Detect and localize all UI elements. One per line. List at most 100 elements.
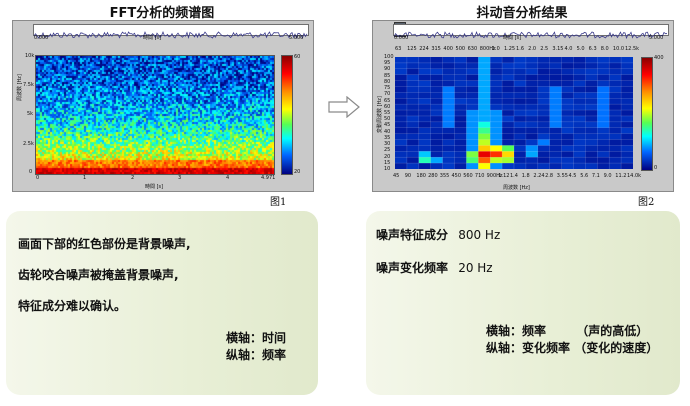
heatmap-cell	[537, 157, 550, 164]
heatmap-cell	[514, 127, 527, 134]
heatmap-cell	[454, 121, 467, 128]
heatmap-cell	[549, 86, 562, 93]
heatmap-cell	[466, 157, 479, 164]
heatmap-cell	[561, 145, 574, 152]
tick-label: 10	[384, 166, 391, 172]
heatmap-cell	[561, 139, 574, 146]
tick-label: 95	[384, 60, 391, 67]
note-line-2: 齿轮咬合噪声被掩盖背景噪声,	[18, 268, 179, 282]
heatmap-cell	[597, 127, 610, 134]
tick-label: 35	[384, 134, 391, 141]
heatmap-cell	[609, 145, 622, 152]
tick-label: 9.0	[603, 173, 612, 179]
heatmap-cell	[597, 110, 610, 117]
tick-label: 40	[384, 128, 391, 135]
heatmap-cell	[597, 62, 610, 69]
heatmap-cell	[395, 86, 408, 93]
tick-label: 8.0	[600, 46, 609, 52]
feature-component-value: 800 Hz	[458, 228, 501, 242]
tick-label: 4.5	[568, 173, 577, 179]
heatmap-cell	[502, 104, 515, 111]
heatmap-cell	[478, 115, 491, 123]
tick-label: 3.15	[552, 46, 564, 52]
heatmap-cell	[442, 115, 455, 123]
heatmap-cell	[609, 57, 622, 64]
heatmap-cell	[454, 139, 467, 146]
heatmap-cell	[418, 139, 431, 146]
x-tick-3: 3	[178, 175, 182, 181]
heatmap-cell	[406, 92, 419, 99]
heatmap-cell	[454, 163, 467, 169]
y-tick-5k: 5k	[27, 111, 34, 117]
heatmap-cell	[490, 62, 503, 69]
heatmap-cell	[525, 110, 538, 117]
heatmap-cell	[395, 145, 408, 152]
heatmap-cell	[597, 115, 610, 123]
tick-label: 85	[384, 72, 391, 79]
heatmap-cell	[466, 151, 479, 158]
heatmap-cell	[549, 139, 562, 146]
heatmap-cell	[490, 157, 503, 164]
heatmap-cell	[537, 68, 550, 75]
tick-label: 2.8	[545, 173, 554, 179]
heatmap-cell	[466, 110, 479, 117]
heatmap-cell	[395, 62, 408, 69]
tick-label: 12.5k	[625, 46, 640, 52]
heatmap-cell	[621, 86, 633, 93]
heatmap-cell	[525, 115, 538, 123]
heatmap-cell	[561, 57, 574, 64]
heatmap-cell	[585, 68, 598, 75]
heatmap-cell	[502, 74, 515, 81]
heatmap-cell	[490, 86, 503, 93]
heatmap-cell	[502, 121, 515, 128]
heatmap-cell	[549, 62, 562, 69]
heatmap-cell	[514, 57, 527, 64]
heatmap-cell	[442, 145, 455, 152]
heatmap-cell	[395, 74, 408, 81]
heatmap-cell	[466, 68, 479, 75]
heatmap-cell	[514, 163, 527, 169]
heatmap-cell	[537, 57, 550, 64]
heatmap-cell	[418, 145, 431, 152]
wave-time-start-2: 0.000	[394, 35, 409, 41]
heatmap-cell	[573, 98, 586, 105]
heatmap-cell	[597, 92, 610, 99]
heatmap-cell	[406, 121, 419, 128]
heatmap-cell	[561, 121, 574, 128]
heatmap-cell	[525, 98, 538, 105]
heatmap-cell	[454, 98, 467, 105]
heatmap-cell	[490, 151, 503, 158]
heatmap-cell	[478, 145, 491, 152]
heatmap-cell	[442, 74, 455, 81]
heatmap-cell	[478, 133, 491, 140]
heatmap-cell	[466, 86, 479, 93]
heatmap-cell	[430, 104, 443, 111]
heatmap-cell	[537, 80, 550, 87]
heatmap-cell	[585, 86, 598, 93]
heatmap-cell	[514, 151, 527, 158]
heatmap-cell	[573, 127, 586, 134]
tick-label: 30	[384, 141, 391, 148]
heatmap-cell	[502, 57, 515, 64]
heatmap-cell	[430, 68, 443, 75]
heatmap-cell	[478, 98, 491, 105]
heatmap-cell	[478, 163, 491, 169]
heatmap-cell	[597, 98, 610, 105]
heatmap-cell	[525, 145, 538, 152]
heatmap-cell	[430, 127, 443, 134]
heatmap-cell	[478, 57, 491, 64]
heatmap-cell	[561, 86, 574, 93]
tick-label: 355	[439, 173, 450, 179]
heatmap-cell	[466, 92, 479, 99]
heatmap-cell	[561, 157, 574, 164]
heatmap-cell	[609, 110, 622, 117]
heatmap-cell	[597, 163, 610, 169]
heatmap-cell	[514, 68, 527, 75]
heatmap-cell	[490, 145, 503, 152]
feature-component-row: 噪声特征成分 800 Hz	[376, 226, 500, 243]
colorbar	[281, 55, 293, 175]
heatmap-cell	[395, 104, 408, 111]
heatmap-cell	[525, 163, 538, 169]
heatmap-cell	[514, 133, 527, 140]
heatmap-cell	[537, 133, 550, 140]
